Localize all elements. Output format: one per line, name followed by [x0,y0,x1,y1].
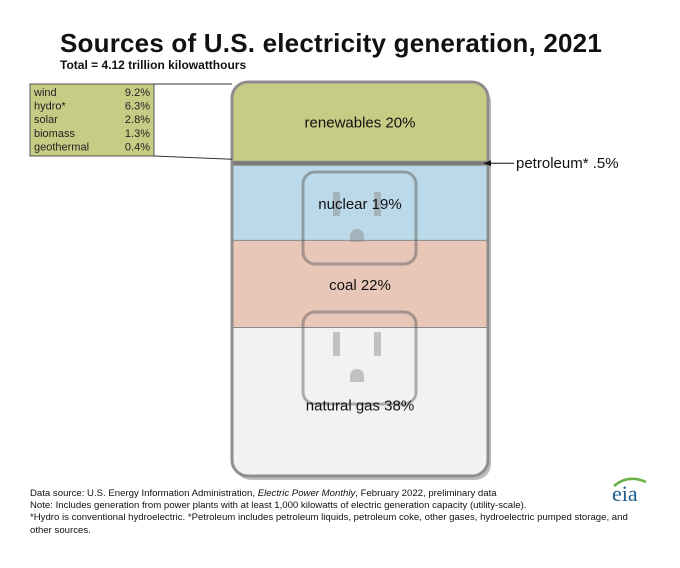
breakdown-value-hydro: 6.3% [125,101,150,113]
outlet-upper [301,170,418,266]
breakdown-value-wind: 9.2% [125,87,150,99]
breakdown-value-geothermal: 0.4% [125,141,150,153]
chart-subtitle: Total = 4.12 trillion kilowatthours [60,58,247,72]
outlet-upper-ground-hole [350,229,364,242]
outlet-lower-ground-hole [350,369,364,382]
outlet-lower-slot-right [374,332,381,356]
breakdown-value-solar: 2.8% [125,114,150,126]
segment-label-coal: coal 22% [329,277,391,294]
breakdown-value-biomass: 1.3% [125,128,150,140]
petroleum-label: petroleum* .5% [516,155,619,172]
segment-nuclear [232,165,488,241]
outlet-upper-slot-left [333,192,340,216]
breakdown-name-wind: wind [33,87,57,99]
source-line: Data source: U.S. Energy Information Adm… [30,488,630,500]
renewables-breakdown-box [29,83,155,157]
outlet-upper-slot-right [374,192,381,216]
outlet-lower-slot-left [333,332,340,356]
breakdown-name-hydro: hydro* [34,101,67,113]
segments-group [232,82,488,476]
source-suffix: , February 2022, preliminary data [355,488,497,499]
breakdown-name-geothermal: geothermal [34,141,89,153]
segment-label-nuclear: nuclear 19% [318,196,401,213]
electricity-outlet-chart: renewables 20% nuclear 19% coal 22% natural… [29,80,619,480]
eia-logo: eia [612,477,647,504]
petroleum-arrowhead [484,160,491,167]
segment-renewables [232,82,488,162]
outlet-lower [301,310,418,406]
logo-text: eia [612,481,638,504]
segment-natural-gas [232,327,488,476]
segment-label-natural-gas: natural gas 38% [306,398,414,415]
outlet-upper-frame [301,170,418,266]
outlet-lower-frame [301,310,418,406]
source-prefix: Data source: U.S. Energy Information Adm… [30,488,258,499]
breakdown-name-solar: solar [34,114,58,126]
note-hydro-petroleum: *Hydro is conventional hydroelectric. *P… [30,512,628,536]
note-capacity: Note: Includes generation from power pla… [30,500,527,512]
segment-petroleum [232,161,488,166]
plate-border [230,80,490,478]
source-publication: Electric Power Monthly [257,488,356,499]
chart-title: Sources of U.S. electricity generation, … [60,28,603,58]
breakdown-connector-bottom [153,155,233,160]
segment-label-renewables: renewables 20% [305,115,416,132]
segment-coal [232,240,488,328]
breakdown-name-biomass: biomass [34,128,75,140]
footer-notes: Data source: U.S. Energy Information Adm… [30,488,630,537]
